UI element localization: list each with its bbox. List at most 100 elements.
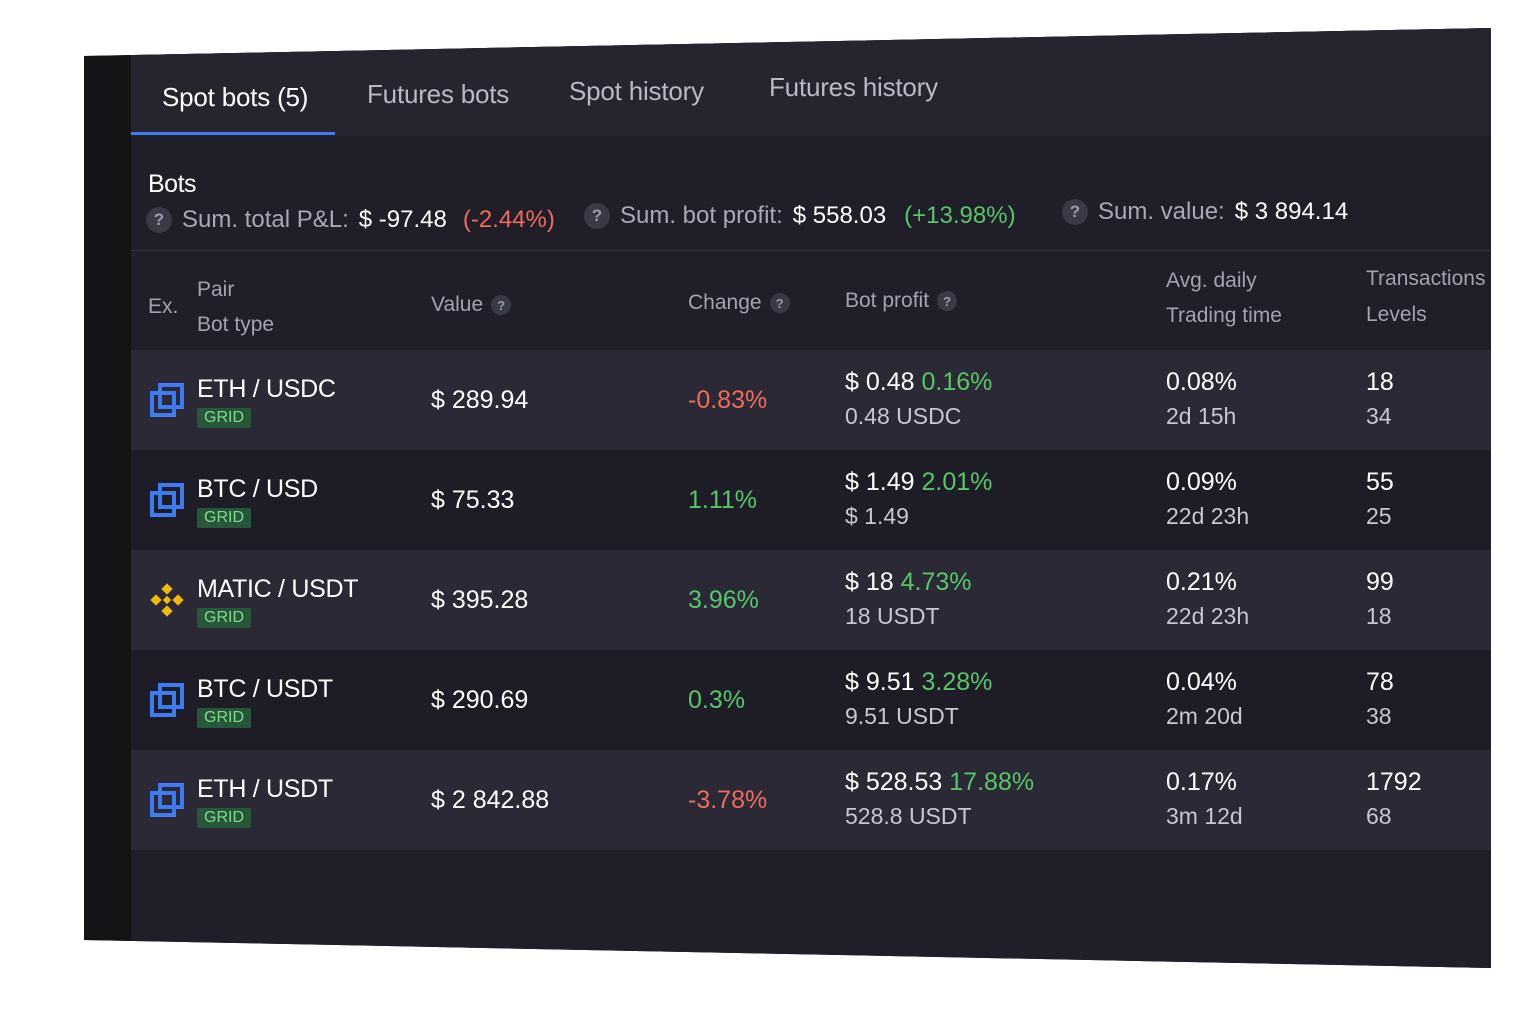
- pair-name: BTC / USD: [197, 475, 318, 503]
- bot-profit-amount: $ 1.49: [845, 468, 915, 496]
- binance-icon: [148, 581, 186, 619]
- tab-spot-bots[interactable]: Spot bots (5): [162, 82, 309, 112]
- pair-name: ETH / USDT: [197, 775, 333, 803]
- sum-value-label: Sum. value:: [1098, 198, 1225, 225]
- col-pair[interactable]: Pair: [197, 278, 234, 302]
- pair-name: BTC / USDT: [197, 675, 333, 703]
- table-row[interactable]: ETH / USDC GRID $ 289.94 -0.83% $ 0.48 0…: [131, 350, 1491, 450]
- transactions-cell: 18 34: [1366, 368, 1394, 430]
- trading-time-value: 2m 20d: [1166, 703, 1243, 729]
- active-tab-indicator: [131, 132, 335, 135]
- transactions-cell: 78 38: [1366, 668, 1394, 730]
- bot-profit-cell: $ 0.48 0.16% 0.48 USDC: [845, 368, 992, 430]
- value-cell: $ 290.69: [431, 686, 529, 714]
- col-trading-time: Trading time: [1166, 304, 1282, 327]
- bot-type-badge: GRID: [197, 408, 251, 428]
- bot-profit-sub: $ 1.49: [845, 503, 909, 529]
- col-change[interactable]: Change ?: [688, 291, 790, 315]
- pair-cell[interactable]: MATIC / USDT GRID: [197, 575, 359, 628]
- help-icon[interactable]: ?: [584, 203, 610, 229]
- col-bot-profit[interactable]: Bot profit ?: [845, 289, 958, 313]
- bot-profit-cell: $ 528.53 17.88% 528.8 USDT: [845, 768, 1034, 830]
- transactions-value: 55: [1366, 468, 1394, 496]
- value-cell: $ 395.28: [431, 586, 529, 614]
- avg-daily-cell: 0.17% 3m 12d: [1166, 768, 1243, 830]
- col-value-label: Value: [431, 293, 484, 316]
- table-header: Ex. Pair Bot type Value ? Change ? Bot p…: [131, 250, 1491, 350]
- bot-profit-percent: 2.01%: [921, 468, 993, 496]
- pair-cell[interactable]: BTC / USD GRID: [197, 475, 318, 528]
- trading-time-value: 22d 23h: [1166, 603, 1250, 629]
- bot-profit-amount: $ 9.51: [845, 668, 915, 696]
- avg-daily-value: 0.08%: [1166, 368, 1237, 396]
- table-row[interactable]: BTC / USDT GRID $ 290.69 0.3% $ 9.51 3.2…: [131, 650, 1491, 750]
- col-transactions[interactable]: Transactions: [1366, 267, 1486, 290]
- pair-cell[interactable]: ETH / USDT GRID: [197, 775, 333, 828]
- change-cell: 3.96%: [688, 586, 759, 614]
- bot-profit-amount: $ 0.48: [845, 368, 915, 396]
- levels-value: 68: [1366, 803, 1392, 829]
- help-icon[interactable]: ?: [1062, 199, 1088, 225]
- bot-profit-sub: 0.48 USDC: [845, 403, 962, 429]
- col-value[interactable]: Value ?: [431, 293, 512, 317]
- bot-profit-amount: $ 528.53: [845, 768, 943, 796]
- value-cell: $ 75.33: [431, 486, 515, 514]
- bot-profit-cell: $ 9.51 3.28% 9.51 USDT: [845, 668, 992, 730]
- pnl-value: $ -97.48: [358, 206, 447, 233]
- bot-profit-percent: (+13.98%): [904, 202, 1016, 229]
- pair-cell[interactable]: BTC / USDT GRID: [197, 675, 333, 728]
- tab-futures-bots[interactable]: Futures bots: [367, 79, 510, 109]
- summary-pnl: ? Sum. total P&L: $ -97.48 (-2.44%): [146, 206, 555, 234]
- table-row[interactable]: BTC / USD GRID $ 75.33 1.11% $ 1.49 2.01…: [131, 450, 1491, 550]
- value-cell: $ 289.94: [431, 386, 529, 414]
- change-cell: -3.78%: [688, 786, 768, 814]
- col-levels: Levels: [1366, 303, 1427, 326]
- pair-cell[interactable]: ETH / USDC GRID: [197, 375, 336, 428]
- help-icon[interactable]: ?: [491, 295, 512, 315]
- help-icon[interactable]: ?: [769, 293, 790, 313]
- transactions-cell: 1792 68: [1366, 768, 1422, 830]
- summary-value: ? Sum. value: $ 3 894.14: [1062, 198, 1348, 226]
- transactions-value: 78: [1366, 668, 1394, 696]
- section-title: Bots: [148, 170, 197, 198]
- col-exchange: Ex.: [148, 295, 179, 318]
- tab-futures-history[interactable]: Futures history: [769, 72, 938, 102]
- trading-time-value: 22d 23h: [1166, 503, 1250, 529]
- bot-type-badge: GRID: [197, 608, 251, 628]
- bot-profit-cell: $ 1.49 2.01% $ 1.49: [845, 468, 992, 530]
- bots-panel: Spot bots (5) Futures bots Spot history …: [131, 28, 1491, 968]
- exchange-stack-icon: [148, 381, 186, 419]
- bot-profit-sub: 528.8 USDT: [845, 803, 972, 829]
- col-bot-type: Bot type: [197, 313, 275, 336]
- avg-daily-cell: 0.21% 22d 23h: [1166, 568, 1249, 630]
- avg-daily-cell: 0.09% 22d 23h: [1166, 468, 1249, 530]
- tab-spot-history[interactable]: Spot history: [569, 76, 704, 106]
- pnl-label: Sum. total P&L:: [182, 206, 349, 233]
- change-cell: -0.83%: [688, 386, 768, 414]
- summary-bot-profit: ? Sum. bot profit: $ 558.03 (+13.98%): [584, 202, 1016, 230]
- levels-value: 38: [1366, 703, 1392, 729]
- bot-profit-percent: 4.73%: [900, 568, 972, 596]
- transactions-cell: 99 18: [1366, 568, 1394, 630]
- bot-profit-sub: 18 USDT: [845, 603, 940, 629]
- exchange-stack-icon: [148, 481, 186, 519]
- table-row[interactable]: MATIC / USDT GRID $ 395.28 3.96% $ 18 4.…: [131, 550, 1491, 650]
- col-pair-label: Pair: [197, 278, 235, 301]
- bot-profit-amount: $ 18: [845, 568, 894, 596]
- help-icon[interactable]: ?: [937, 291, 958, 311]
- avg-daily-cell: 0.04% 2m 20d: [1166, 668, 1243, 730]
- avg-daily-value: 0.21%: [1166, 568, 1237, 596]
- help-icon[interactable]: ?: [146, 207, 172, 233]
- transactions-cell: 55 25: [1366, 468, 1394, 530]
- avg-daily-value: 0.04%: [1166, 668, 1237, 696]
- col-bot-profit-label: Bot profit: [845, 289, 930, 312]
- bot-type-badge: GRID: [197, 808, 251, 828]
- bot-profit-cell: $ 18 4.73% 18 USDT: [845, 568, 972, 630]
- trading-time-value: 2d 15h: [1166, 403, 1237, 429]
- pnl-percent: (-2.44%): [462, 206, 555, 233]
- levels-value: 34: [1366, 403, 1392, 429]
- col-change-label: Change: [688, 291, 762, 314]
- avg-daily-value: 0.09%: [1166, 468, 1237, 496]
- col-avg-daily[interactable]: Avg. daily: [1166, 269, 1257, 292]
- table-row[interactable]: ETH / USDT GRID $ 2 842.88 -3.78% $ 528.…: [131, 750, 1491, 850]
